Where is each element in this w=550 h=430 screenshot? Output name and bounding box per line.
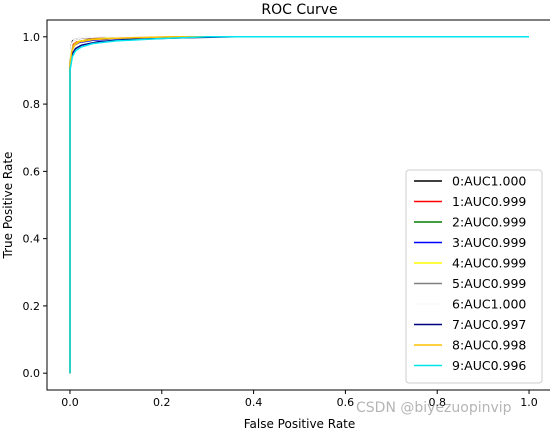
legend-label-9: 9:AUC0.996 <box>452 358 526 373</box>
plot-lines <box>69 36 529 374</box>
x-tick-label: 0.4 <box>245 396 263 409</box>
roc-line-series-8 <box>69 36 529 374</box>
legend-box <box>405 169 543 384</box>
x-tick-label: 1.0 <box>520 396 538 409</box>
legend-label-5: 5:AUC0.999 <box>452 276 526 291</box>
legend-label-3: 3:AUC0.999 <box>452 235 526 250</box>
axes: 0.0 0.2 0.4 0.6 0.8 1.0 0.0 0.2 0.4 0.6 0.8 1.0 <box>23 19 550 409</box>
legend-label-1: 1:AUC0.999 <box>452 194 526 209</box>
legend-label-8: 8:AUC0.998 <box>452 338 526 353</box>
axes-frame <box>46 19 550 391</box>
legend-label-6: 6:AUC1.000 <box>452 297 526 312</box>
y-axis-label: True Positive Rate <box>1 152 15 260</box>
legend-label-0: 0:AUC1.000 <box>452 174 526 189</box>
watermark: CSDN @biyezuopinvip <box>356 400 512 416</box>
roc-line-series-9 <box>69 36 529 374</box>
legend: 0:AUC1.000 1:AUC0.999 2:AUC0.999 3:AUC0.999… <box>405 169 543 384</box>
y-tick-label: 1.0 <box>23 31 41 44</box>
x-tick-label: 0.8 <box>428 396 446 409</box>
legend-label-7: 7:AUC0.997 <box>452 317 526 332</box>
legend-label-4: 4:AUC0.999 <box>452 256 526 271</box>
roc-line-series-6 <box>69 36 529 374</box>
y-tick-label: 0.2 <box>23 300 41 313</box>
x-axis-label: False Positive Rate <box>244 417 356 430</box>
legend-label-2: 2:AUC0.999 <box>452 215 526 230</box>
chart-title: ROC Curve <box>261 2 337 18</box>
x-tick-label: 0.6 <box>337 396 355 409</box>
y-tick-label: 0.8 <box>23 98 41 111</box>
x-tick-label: 0.0 <box>61 396 79 409</box>
y-tick-label: 0.4 <box>23 233 41 246</box>
y-tick-label: 0.0 <box>23 367 41 380</box>
x-tick-label: 0.2 <box>153 396 171 409</box>
y-tick-label: 0.6 <box>23 165 41 178</box>
